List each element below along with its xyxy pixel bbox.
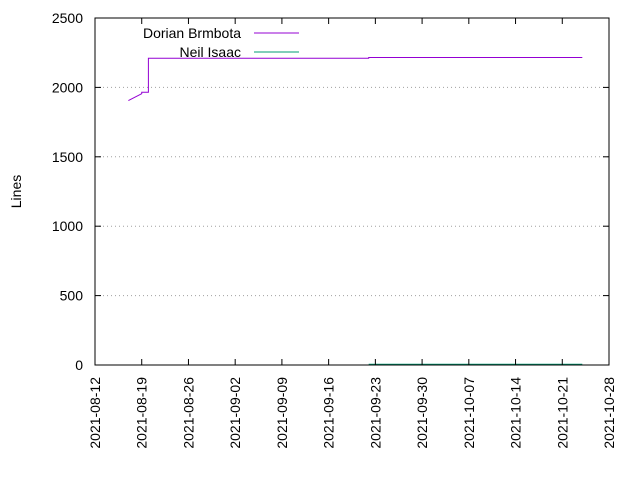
y-tick-label: 1500 bbox=[52, 149, 83, 165]
x-tick-label: 2021-09-30 bbox=[414, 377, 430, 449]
series-line-1 bbox=[128, 57, 583, 102]
legend-label: Dorian Brmbota bbox=[143, 25, 241, 41]
x-tick-label: 2021-10-28 bbox=[601, 377, 617, 449]
x-tick-label: 2021-09-09 bbox=[274, 377, 290, 449]
grid-lines bbox=[95, 86, 609, 297]
x-tick-label: 2021-09-16 bbox=[321, 377, 337, 449]
y-tick-label: 0 bbox=[75, 357, 83, 373]
x-tick-label: 2021-10-21 bbox=[554, 377, 570, 449]
y-tick-label: 2500 bbox=[52, 10, 83, 26]
x-tick-label: 2021-10-14 bbox=[508, 377, 524, 449]
plot-border bbox=[94, 17, 610, 366]
y-tick-label: 1000 bbox=[52, 218, 83, 234]
x-tick-label: 2021-09-02 bbox=[227, 377, 243, 449]
x-tick-label: 2021-09-23 bbox=[367, 377, 383, 449]
x-tick-label: 2021-08-12 bbox=[87, 377, 103, 449]
x-tick-label: 2021-10-07 bbox=[461, 377, 477, 449]
legend: Dorian Brmbota Neil Isaac bbox=[143, 25, 299, 60]
y-tick-label: 500 bbox=[60, 288, 84, 304]
axis-ticks: 0 500 1000 1500 2000 2500 2021-08-12 2021-08-19… bbox=[52, 10, 617, 449]
x-tick-label: 2021-08-19 bbox=[134, 377, 150, 449]
legend-label: Neil Isaac bbox=[180, 44, 241, 60]
y-axis-label: Lines bbox=[8, 175, 24, 208]
y-tick-label: 2000 bbox=[52, 79, 83, 95]
x-tick-label: 2021-08-26 bbox=[180, 377, 196, 449]
chart-series bbox=[128, 57, 583, 365]
